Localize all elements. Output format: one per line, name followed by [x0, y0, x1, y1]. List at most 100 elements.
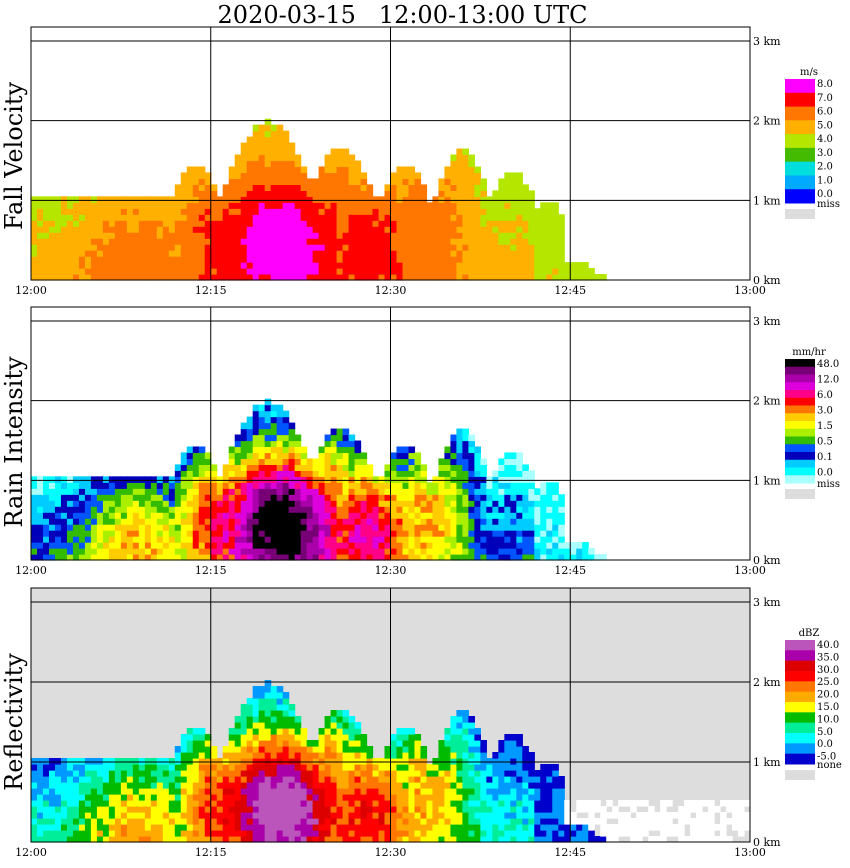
heatmap-cell [84, 214, 92, 221]
heatmap-cell [396, 220, 404, 227]
heatmap-cell [324, 434, 332, 442]
heatmap-cell [60, 806, 68, 813]
heatmap-cell [384, 554, 392, 561]
heatmap-cell [294, 518, 302, 525]
heatmap-cell [432, 494, 440, 501]
heatmap-cell [306, 818, 314, 825]
heatmap-cell [294, 836, 302, 843]
heatmap-cell [150, 806, 158, 813]
heatmap-cell [462, 548, 469, 555]
heatmap-cell [558, 800, 565, 807]
heatmap-cell [498, 812, 505, 819]
heatmap-cell [546, 830, 553, 837]
heatmap-cell [204, 214, 212, 221]
heatmap-cell [330, 830, 338, 837]
heatmap-cell [468, 208, 475, 215]
heatmap-cell [324, 722, 332, 729]
heatmap-cell [342, 196, 350, 203]
heatmap-cell [126, 482, 134, 489]
heatmap-cell [264, 512, 272, 519]
heatmap-cell [324, 262, 332, 269]
heatmap-cell [204, 782, 212, 789]
heatmap-cell [438, 250, 446, 257]
heatmap-cell [378, 262, 386, 269]
heatmap-cell [480, 470, 487, 477]
heatmap-cell [384, 208, 392, 215]
heatmap-cell [390, 548, 398, 555]
heatmap-cell [468, 244, 475, 251]
heatmap-cell [168, 214, 176, 221]
heatmap-cell [396, 800, 404, 807]
heatmap-cell [84, 220, 92, 227]
heatmap-cell [360, 250, 368, 257]
heatmap-cell [414, 208, 422, 215]
heatmap-cell [336, 178, 344, 185]
heatmap-cell [240, 434, 248, 442]
heatmap-cell [468, 154, 475, 162]
heatmap-cell [120, 824, 128, 831]
heatmap-cell [456, 824, 463, 831]
heatmap-cell [246, 428, 254, 436]
heatmap-cell [378, 776, 386, 783]
heatmap-cell [120, 262, 128, 269]
heatmap-cell [342, 806, 350, 813]
heatmap-cell [546, 800, 553, 807]
heatmap-cell [540, 238, 547, 245]
heatmap-cell [474, 788, 481, 795]
heatmap-cell [78, 770, 86, 777]
heatmap-cell [438, 530, 446, 537]
heatmap-cell [264, 464, 272, 471]
heatmap-cell [408, 226, 416, 233]
heatmap-cell [84, 274, 92, 281]
heatmap-cell [204, 190, 212, 197]
heatmap-cell [216, 244, 224, 251]
heatmap-cell [318, 764, 326, 771]
heatmap-cell [186, 764, 194, 771]
heatmap-cell [258, 830, 266, 837]
heatmap-cell [276, 476, 284, 483]
heatmap-cell [378, 244, 386, 251]
heatmap-cell [390, 268, 398, 275]
heatmap-cell [480, 494, 487, 501]
heatmap-cell [90, 488, 98, 495]
heatmap-cell [492, 512, 499, 519]
heatmap-cell [138, 220, 146, 227]
heatmap-cell [492, 506, 499, 513]
heatmap-cell [192, 250, 200, 257]
heatmap-cell [96, 238, 104, 245]
heatmap-cell [738, 812, 745, 819]
heatmap-cell [534, 548, 541, 555]
heatmap-cell [384, 220, 392, 227]
heatmap-cell [258, 788, 266, 795]
heatmap-cell [300, 800, 308, 807]
heatmap-cell [252, 518, 260, 525]
heatmap-cell [246, 788, 254, 795]
heatmap-cell [240, 782, 248, 789]
heatmap-cell [492, 536, 499, 543]
heatmap-cell [174, 238, 182, 245]
heatmap-cell [258, 698, 266, 705]
heatmap-cell [462, 758, 469, 765]
heatmap-cell [222, 536, 230, 543]
heatmap-cell [90, 758, 98, 765]
colorbar-level: 0.0 [817, 189, 833, 200]
heatmap-cell [216, 536, 224, 543]
heatmap-cell [480, 488, 487, 495]
heatmap-cell [108, 262, 116, 269]
heatmap-cell [456, 770, 463, 777]
heatmap-cell [258, 500, 266, 507]
heatmap-cell [204, 536, 212, 543]
heatmap-cell [60, 788, 68, 795]
heatmap-cell [414, 190, 422, 197]
heatmap-cell [36, 794, 44, 801]
heatmap-cell [714, 824, 721, 831]
heatmap-cell [720, 824, 727, 831]
heatmap-cell [330, 238, 338, 245]
heatmap-cell [216, 758, 224, 765]
heatmap-cell [624, 824, 631, 831]
heatmap-cell [96, 812, 104, 819]
heatmap-cell [414, 214, 422, 221]
heatmap-cell [522, 494, 529, 501]
heatmap-cell [312, 208, 320, 215]
heatmap-cell [558, 244, 565, 251]
